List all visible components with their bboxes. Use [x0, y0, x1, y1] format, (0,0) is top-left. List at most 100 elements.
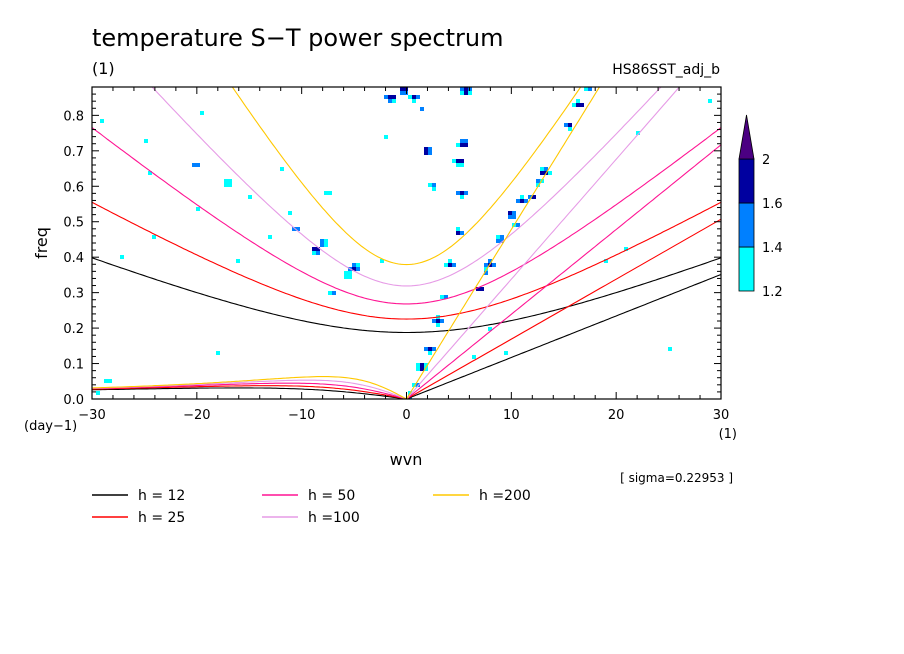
- contour-cell: [428, 147, 432, 151]
- inertia-gravity-curve-h25: [92, 201, 721, 320]
- x-tick-label: 20: [608, 408, 625, 423]
- contour-cell: [460, 195, 464, 199]
- contour-cell: [144, 139, 148, 143]
- contour-cell: [500, 239, 504, 243]
- contour-cell: [348, 271, 352, 275]
- contour-cell: [480, 287, 484, 291]
- contour-cell: [436, 323, 440, 327]
- contour-cell: [432, 187, 436, 191]
- contour-cell: [456, 163, 460, 167]
- contour-cell: [584, 87, 588, 91]
- colorbar-segment: [738, 158, 755, 204]
- y-tick-label: 0.4: [63, 251, 84, 266]
- contour-cell: [484, 263, 488, 267]
- contour-cell: [456, 143, 460, 147]
- colorbar-arrow: [738, 114, 755, 160]
- contour-cell: [604, 259, 608, 263]
- colorbar: 1.2 1.4 1.6 2: [738, 114, 783, 300]
- contour-cell: [496, 239, 500, 243]
- contour-cell: [488, 259, 492, 263]
- inertia-gravity-curve-h12: [92, 257, 721, 334]
- contour-cell: [440, 295, 444, 299]
- y-axis-unit: (day−1): [24, 419, 77, 434]
- contour-cell: [416, 363, 420, 367]
- contour-cell: [416, 367, 420, 371]
- rossby-curve-h12: [92, 387, 407, 399]
- contour-cell: [152, 235, 156, 239]
- legend-label: h = 50: [308, 488, 355, 504]
- contour-cell: [280, 167, 284, 171]
- contour-cell: [412, 99, 416, 103]
- colorbar-label: 1.6: [762, 197, 783, 212]
- contour-cell: [428, 351, 432, 355]
- contour-cell: [456, 159, 460, 163]
- contour-cell: [344, 271, 348, 275]
- contour-cell: [572, 103, 576, 107]
- rossby-curve-h200: [92, 376, 407, 399]
- contour-cell: [248, 195, 252, 199]
- x-tick-label: −20: [183, 408, 210, 423]
- contour-cell: [520, 199, 524, 203]
- contour-cell: [708, 99, 712, 103]
- contour-cell: [624, 247, 628, 251]
- contour-cell: [120, 255, 124, 259]
- contour-cell: [412, 95, 416, 99]
- contour-cell: [388, 99, 392, 103]
- y-tick-label: 0.5: [63, 216, 84, 231]
- contour-cell: [424, 151, 428, 155]
- contour-cell: [320, 239, 324, 243]
- rossby-curve-h100: [92, 379, 407, 399]
- contour-cell: [508, 215, 512, 219]
- contour-cell: [444, 295, 448, 299]
- contour-cell: [636, 131, 640, 135]
- contour-cell: [96, 391, 100, 395]
- contour-cell: [524, 199, 528, 203]
- contour-cell: [484, 271, 488, 275]
- contour-cell: [312, 251, 316, 255]
- contour-cell: [588, 87, 592, 91]
- contour-cell: [576, 103, 580, 107]
- contour-cell: [228, 179, 232, 183]
- contour-cell: [464, 139, 468, 143]
- contour-cell: [460, 87, 464, 91]
- contour-cell: [200, 111, 204, 115]
- colorbar-label: 2: [762, 153, 770, 168]
- dispersion-curves: [92, 87, 721, 399]
- contour-cell: [512, 211, 516, 215]
- contour-cell: [440, 319, 444, 323]
- contour-cell: [392, 95, 396, 99]
- contour-cell: [668, 347, 672, 351]
- contour-cell: [384, 135, 388, 139]
- contour-cell: [460, 163, 464, 167]
- contour-cell: [344, 275, 348, 279]
- contour-cell: [532, 195, 536, 199]
- contour-cell: [400, 87, 404, 91]
- contour-cell: [196, 163, 200, 167]
- contour-cell: [540, 171, 544, 175]
- contour-cell: [536, 183, 540, 187]
- contour-cell: [464, 191, 468, 195]
- contour-cell: [528, 195, 532, 199]
- kelvin-curve-h200: [406, 87, 601, 399]
- contour-cell: [508, 211, 512, 215]
- contour-cell: [444, 263, 448, 267]
- contour-fill: [96, 87, 712, 399]
- contour-cell: [296, 227, 300, 231]
- plot-area: −30 −20 −10 0 10 20 30 0.0 0.1 0.2 0.3 0.4 0.5 0.6 0.7…: [63, 86, 730, 423]
- contour-cell: [228, 183, 232, 187]
- contour-cell: [516, 223, 520, 227]
- contour-cell: [464, 87, 468, 91]
- contour-cell: [448, 259, 452, 263]
- legend-label: h = 12: [138, 488, 185, 504]
- contour-cell: [388, 95, 392, 99]
- contour-cell: [324, 243, 328, 247]
- x-axis-unit: (1): [719, 427, 737, 442]
- contour-cell: [400, 91, 404, 95]
- contour-cell: [468, 87, 472, 91]
- contour-cell: [460, 143, 464, 147]
- contour-cell: [268, 235, 272, 239]
- x-tick-label: 30: [713, 408, 730, 423]
- contour-cell: [568, 127, 572, 131]
- contour-cell: [324, 239, 328, 243]
- contour-cell: [436, 319, 440, 323]
